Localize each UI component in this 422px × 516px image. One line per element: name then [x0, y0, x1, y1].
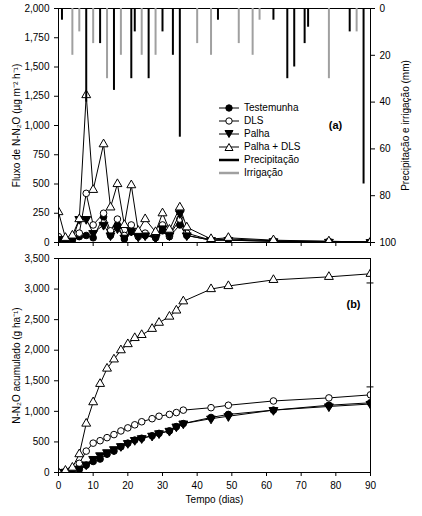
svg-text:500: 500 — [33, 178, 50, 189]
svg-text:1,000: 1,000 — [24, 120, 49, 131]
svg-text:(b): (b) — [346, 298, 360, 310]
svg-text:2,500: 2,500 — [24, 314, 49, 325]
svg-text:750: 750 — [33, 149, 50, 160]
svg-text:60: 60 — [380, 143, 392, 154]
svg-text:1,500: 1,500 — [24, 61, 49, 72]
svg-text:60: 60 — [261, 480, 273, 491]
svg-text:40: 40 — [380, 96, 392, 107]
svg-text:Fluxo de N-N₂O (µg m⁻² h⁻¹): Fluxo de N-N₂O (µg m⁻² h⁻¹) — [11, 64, 22, 187]
svg-text:70: 70 — [296, 480, 308, 491]
svg-text:1,750: 1,750 — [24, 32, 49, 43]
svg-text:500: 500 — [33, 436, 50, 447]
svg-text:3,500: 3,500 — [24, 253, 49, 264]
svg-text:50: 50 — [226, 480, 238, 491]
svg-text:20: 20 — [122, 480, 134, 491]
html-text:Precipitação: Precipitação — [244, 154, 299, 165]
html-text:Irrigação: Irrigação — [244, 167, 283, 178]
svg-text:40: 40 — [192, 480, 204, 491]
html-text:Testemunha: Testemunha — [244, 102, 299, 113]
svg-text:250: 250 — [33, 207, 50, 218]
html-text:Palha: Palha — [244, 128, 270, 139]
svg-text:2,000: 2,000 — [24, 3, 49, 14]
svg-text:1,250: 1,250 — [24, 90, 49, 101]
svg-text:20: 20 — [380, 50, 392, 61]
svg-text:80: 80 — [330, 480, 342, 491]
svg-text:10: 10 — [88, 480, 100, 491]
svg-text:3,000: 3,000 — [24, 283, 49, 294]
svg-text:0: 0 — [44, 467, 50, 478]
svg-text:0: 0 — [56, 480, 62, 491]
svg-text:Tempo (dias): Tempo (dias) — [186, 494, 244, 505]
svg-text:Precipitação e irrigação (mm): Precipitação e irrigação (mm) — [400, 60, 411, 191]
svg-text:30: 30 — [157, 480, 169, 491]
svg-text:1,000: 1,000 — [24, 406, 49, 417]
svg-text:1,500: 1,500 — [24, 375, 49, 386]
svg-text:0: 0 — [44, 237, 50, 248]
svg-text:2,000: 2,000 — [24, 344, 49, 355]
svg-text:90: 90 — [365, 480, 377, 491]
svg-text:0: 0 — [380, 3, 386, 14]
html-text:Palha + DLS: Palha + DLS — [244, 141, 301, 152]
html-text:DLS: DLS — [244, 115, 264, 126]
svg-text:(a): (a) — [329, 119, 343, 131]
svg-text:100: 100 — [380, 237, 397, 248]
svg-text:N-N₂O acumulado (g ha⁻¹): N-N₂O acumulado (g ha⁻¹) — [11, 307, 22, 423]
svg-text:80: 80 — [380, 190, 392, 201]
